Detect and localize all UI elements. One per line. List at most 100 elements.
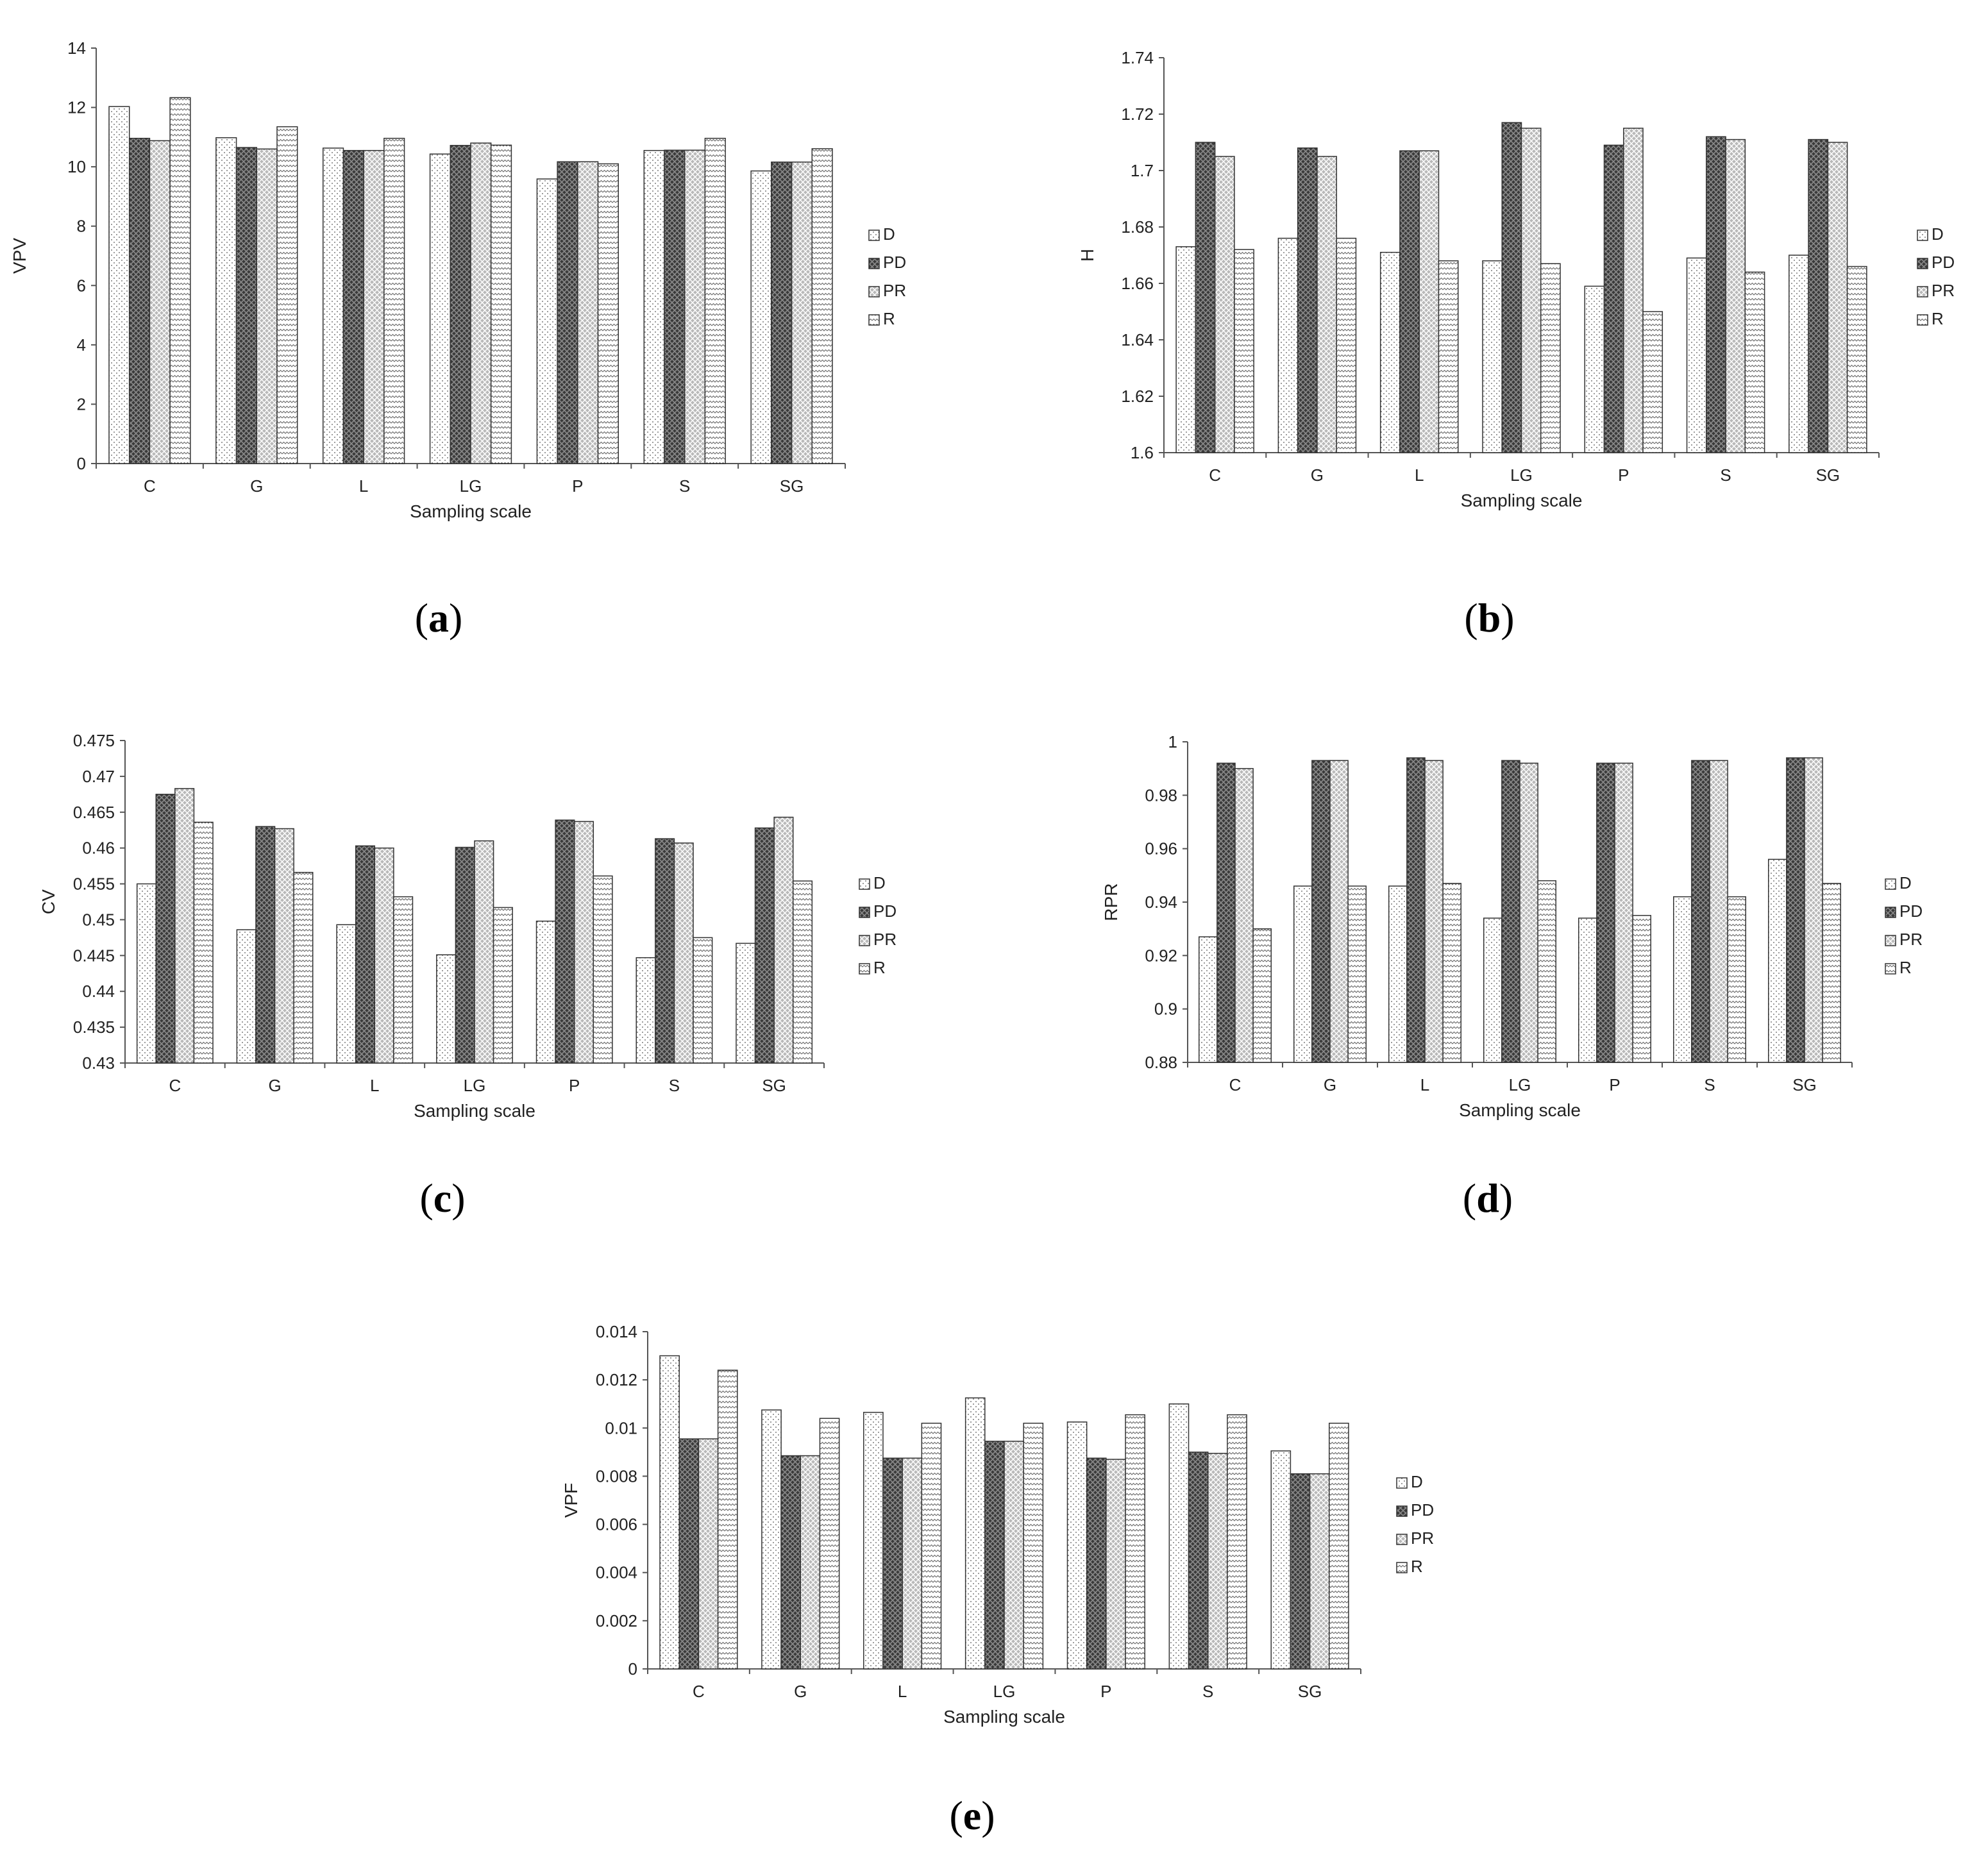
bar-PR-G (1317, 156, 1337, 453)
bar-D-LG (964, 1397, 986, 1670)
y-tick-label: 0.465 (73, 803, 115, 822)
legend-swatch-R (859, 963, 870, 975)
bar-PR-G (800, 1455, 821, 1670)
y-tick-label: 0.475 (73, 731, 115, 750)
x-tick-label: P (1618, 465, 1629, 485)
y-tick-label: 1.74 (1121, 48, 1154, 67)
legend-swatch-PD (859, 907, 870, 918)
x-tick-label: C (144, 476, 156, 496)
legend-label-D: D (883, 224, 895, 244)
legend-label-R: R (883, 309, 895, 328)
y-tick-label: 0.47 (82, 767, 115, 786)
bar-R-LG (1540, 263, 1561, 453)
legend-swatch-R (1917, 314, 1928, 326)
y-tick-label: 0.004 (596, 1563, 637, 1582)
bar-R-G (276, 126, 298, 464)
bar-R-P (597, 163, 619, 464)
bar-PD-P (1596, 762, 1615, 1063)
x-tick-label: LG (993, 1682, 1016, 1701)
legend: D PD PR R (1396, 1472, 1434, 1576)
y-tick-label: 1.64 (1121, 330, 1154, 349)
x-axis-title: Sampling scale (943, 1707, 1065, 1727)
panel-label: (b) (1464, 595, 1514, 641)
bar-D-L (336, 924, 357, 1064)
bar-D-G (236, 929, 257, 1064)
bar-D-SG (736, 942, 756, 1064)
y-tick-label: 0.9 (1154, 1000, 1177, 1019)
legend-swatch-D (1396, 1477, 1408, 1489)
bar-D-G (1293, 885, 1313, 1063)
bar-R-L (1442, 883, 1461, 1063)
bar-R-G (819, 1418, 840, 1670)
bar-D-SG (750, 170, 772, 464)
x-tick-label: SG (780, 476, 804, 496)
chart-panel-a: 0 2 4 6 8 10 12 14 C G L LG P S SG Sampling scale VPV D PD… (10, 38, 906, 641)
x-tick-label: S (1704, 1075, 1715, 1094)
bar-D-S (1673, 896, 1692, 1063)
x-tick-label: C (1229, 1075, 1242, 1094)
y-tick-label: 0.45 (82, 910, 115, 929)
y-tick-label: 0.96 (1145, 839, 1177, 858)
x-tick-label: P (1100, 1682, 1111, 1701)
x-axis-title: Sampling scale (1459, 1100, 1581, 1120)
x-tick-label: G (268, 1076, 281, 1095)
legend-label-D: D (873, 873, 886, 892)
bar-PR-SG (791, 161, 813, 464)
bar-D-G (1277, 237, 1299, 453)
y-tick-label: 10 (67, 157, 86, 176)
legend-label-R: R (1932, 309, 1944, 328)
y-tick-label: 0.002 (596, 1611, 637, 1630)
bar-R-S (704, 137, 726, 464)
bar-D-C (659, 1355, 680, 1670)
bar-R-SG (792, 880, 813, 1064)
bar-PD-L (355, 845, 376, 1064)
y-tick-label: 0.435 (73, 1018, 115, 1037)
legend-label-R: R (873, 958, 886, 977)
bar-PD-SG (1290, 1473, 1311, 1670)
x-tick-label: SG (1816, 465, 1840, 485)
legend-swatch-PD (1885, 907, 1896, 918)
bar-PD-LG (1501, 760, 1520, 1063)
x-tick-label: C (693, 1682, 705, 1701)
y-tick-label: 0 (77, 454, 86, 473)
bar-R-P (1125, 1414, 1145, 1670)
bar-D-LG (429, 153, 451, 464)
bar-PR-L (902, 1457, 923, 1670)
bar-R-L (1438, 260, 1459, 453)
bar-PD-S (1706, 136, 1726, 453)
x-tick-label: C (1209, 465, 1221, 485)
bar-PR-L (374, 847, 394, 1064)
bar-PR-C (174, 788, 195, 1064)
bar-PD-G (780, 1455, 802, 1670)
y-axis-title: CV (38, 889, 58, 914)
bar-D-C (1199, 936, 1218, 1063)
legend-swatch-D (1885, 878, 1896, 890)
x-tick-label: SG (1792, 1075, 1817, 1094)
bar-PD-P (557, 161, 578, 464)
bar-R-G (293, 871, 314, 1064)
bar-PD-L (342, 149, 364, 464)
chart-panel-c: 0.43 0.435 0.44 0.445 0.45 0.455 0.46 0.465 0.47… (38, 731, 897, 1221)
bar-PR-SG (1804, 757, 1823, 1063)
bar-D-L (1379, 251, 1401, 453)
x-tick-label: S (679, 476, 690, 496)
bar-PD-G (1311, 760, 1331, 1063)
bar-PR-C (1214, 156, 1235, 453)
bar-PR-SG (773, 816, 794, 1064)
legend-label-PR: PR (883, 281, 906, 300)
bar-R-P (1642, 311, 1663, 453)
bar-PR-S (673, 842, 694, 1064)
y-tick-label: 0.008 (596, 1466, 637, 1486)
legend-swatch-R (1885, 963, 1896, 975)
legend-swatch-R (1396, 1562, 1408, 1573)
bar-R-L (383, 137, 405, 464)
bar-D-P (1578, 917, 1597, 1063)
x-tick-label: G (1311, 465, 1324, 485)
x-tick-label: L (898, 1682, 907, 1701)
bar-PD-S (655, 838, 675, 1064)
bar-D-SG (1768, 858, 1787, 1063)
x-tick-label: LG (1509, 1075, 1531, 1094)
bar-PD-LG (455, 846, 475, 1064)
